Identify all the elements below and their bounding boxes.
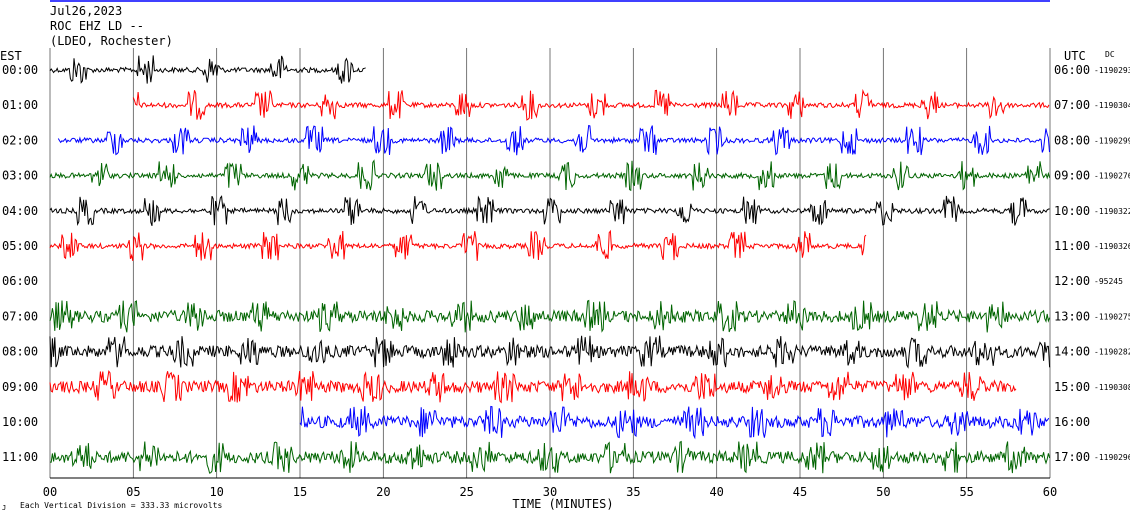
x-tick-label: 25 — [459, 485, 473, 499]
x-tick-label: 05 — [126, 485, 140, 499]
utc-hour-label: 07:00 — [1054, 98, 1090, 112]
x-tick-label: 55 — [959, 485, 973, 499]
utc-hour-label: 10:00 — [1054, 204, 1090, 218]
utc-hour-label: 08:00 — [1054, 133, 1090, 147]
right-zone-label: UTC — [1064, 49, 1086, 63]
x-tick-label: 50 — [876, 485, 890, 499]
dc-offset-label: -1190308 — [1094, 383, 1130, 392]
dc-offset-label: -1190296 — [1094, 453, 1130, 462]
x-tick-label: 15 — [293, 485, 307, 499]
dc-offset-label: -1190326 — [1094, 242, 1130, 251]
est-hour-label: 09:00 — [2, 380, 38, 394]
trace-1100 — [49, 440, 1051, 474]
utc-hour-label: 06:00 — [1054, 63, 1090, 77]
est-hour-label: 00:00 — [2, 63, 38, 77]
dc-offset-label: -1190282 — [1094, 348, 1130, 357]
utc-hour-label: 11:00 — [1054, 239, 1090, 253]
chart-station: ROC EHZ LD -- — [50, 19, 144, 33]
trace-0400 — [49, 195, 1050, 227]
est-hour-label: 01:00 — [2, 98, 38, 112]
dc-offset-label: -1190304 — [1094, 101, 1130, 110]
left-zone-label: EST — [0, 49, 22, 63]
trace-0100 — [132, 88, 1050, 121]
x-tick-label: 60 — [1043, 485, 1057, 499]
dc-offset-label: -1190322 — [1094, 207, 1130, 216]
x-tick-label: 45 — [793, 485, 807, 499]
utc-hour-label: 09:00 — [1054, 169, 1090, 183]
dc-offset-label: -95245 — [1094, 277, 1123, 286]
dc-label: DC — [1105, 50, 1115, 59]
x-tick-label: 35 — [626, 485, 640, 499]
dc-offset-label: -1190299 — [1094, 136, 1130, 145]
est-hour-label: 06:00 — [2, 274, 38, 288]
dc-offset-label: -1190275 — [1094, 312, 1130, 321]
trace-0800 — [49, 335, 1051, 369]
utc-hour-label: 14:00 — [1054, 345, 1090, 359]
trace-0300 — [49, 159, 1051, 192]
est-hour-label: 03:00 — [2, 169, 38, 183]
x-tick-label: 10 — [209, 485, 223, 499]
trace-1000 — [299, 405, 1050, 440]
utc-hour-label: 15:00 — [1054, 380, 1090, 394]
x-tick-label: 20 — [376, 485, 390, 499]
footer-scale-note: Each Vertical Division = 333.33 microvol… — [20, 501, 222, 510]
x-axis-label: TIME (MINUTES) — [512, 497, 613, 511]
axis-labels: 00 05 10 15 20 25 30 35 40 45 50 55 60 00:00 06:00 -119… — [2, 63, 1130, 499]
dc-offset-label: -1190293 — [1094, 66, 1130, 75]
trace-0900 — [49, 369, 1017, 404]
est-hour-label: 02:00 — [2, 133, 38, 147]
x-tick-label: 30 — [543, 485, 557, 499]
utc-hour-label: 16:00 — [1054, 415, 1090, 429]
footer-mark: J — [2, 504, 6, 512]
dc-offset-label: -1190276 — [1094, 172, 1130, 181]
trace-0700 — [49, 299, 1051, 333]
utc-hour-label: 17:00 — [1054, 450, 1090, 464]
x-tick-label: 00 — [43, 485, 57, 499]
est-hour-label: 11:00 — [2, 450, 38, 464]
utc-hour-label: 12:00 — [1054, 274, 1090, 288]
trace-0500 — [49, 229, 867, 262]
est-hour-label: 05:00 — [2, 239, 38, 253]
utc-hour-label: 13:00 — [1054, 309, 1090, 323]
chart-date: Jul26,2023 — [50, 4, 123, 18]
est-hour-label: 07:00 — [2, 309, 38, 323]
est-hour-label: 04:00 — [2, 204, 38, 218]
est-hour-label: 10:00 — [2, 415, 38, 429]
est-hour-label: 08:00 — [2, 345, 38, 359]
x-tick-label: 40 — [709, 485, 723, 499]
chart-network: (LDEO, Rochester) — [50, 34, 173, 48]
grid-lines — [49, 48, 1051, 479]
seismic-traces — [49, 55, 1051, 474]
trace-0200 — [57, 124, 1050, 156]
trace-0000 — [49, 55, 366, 84]
